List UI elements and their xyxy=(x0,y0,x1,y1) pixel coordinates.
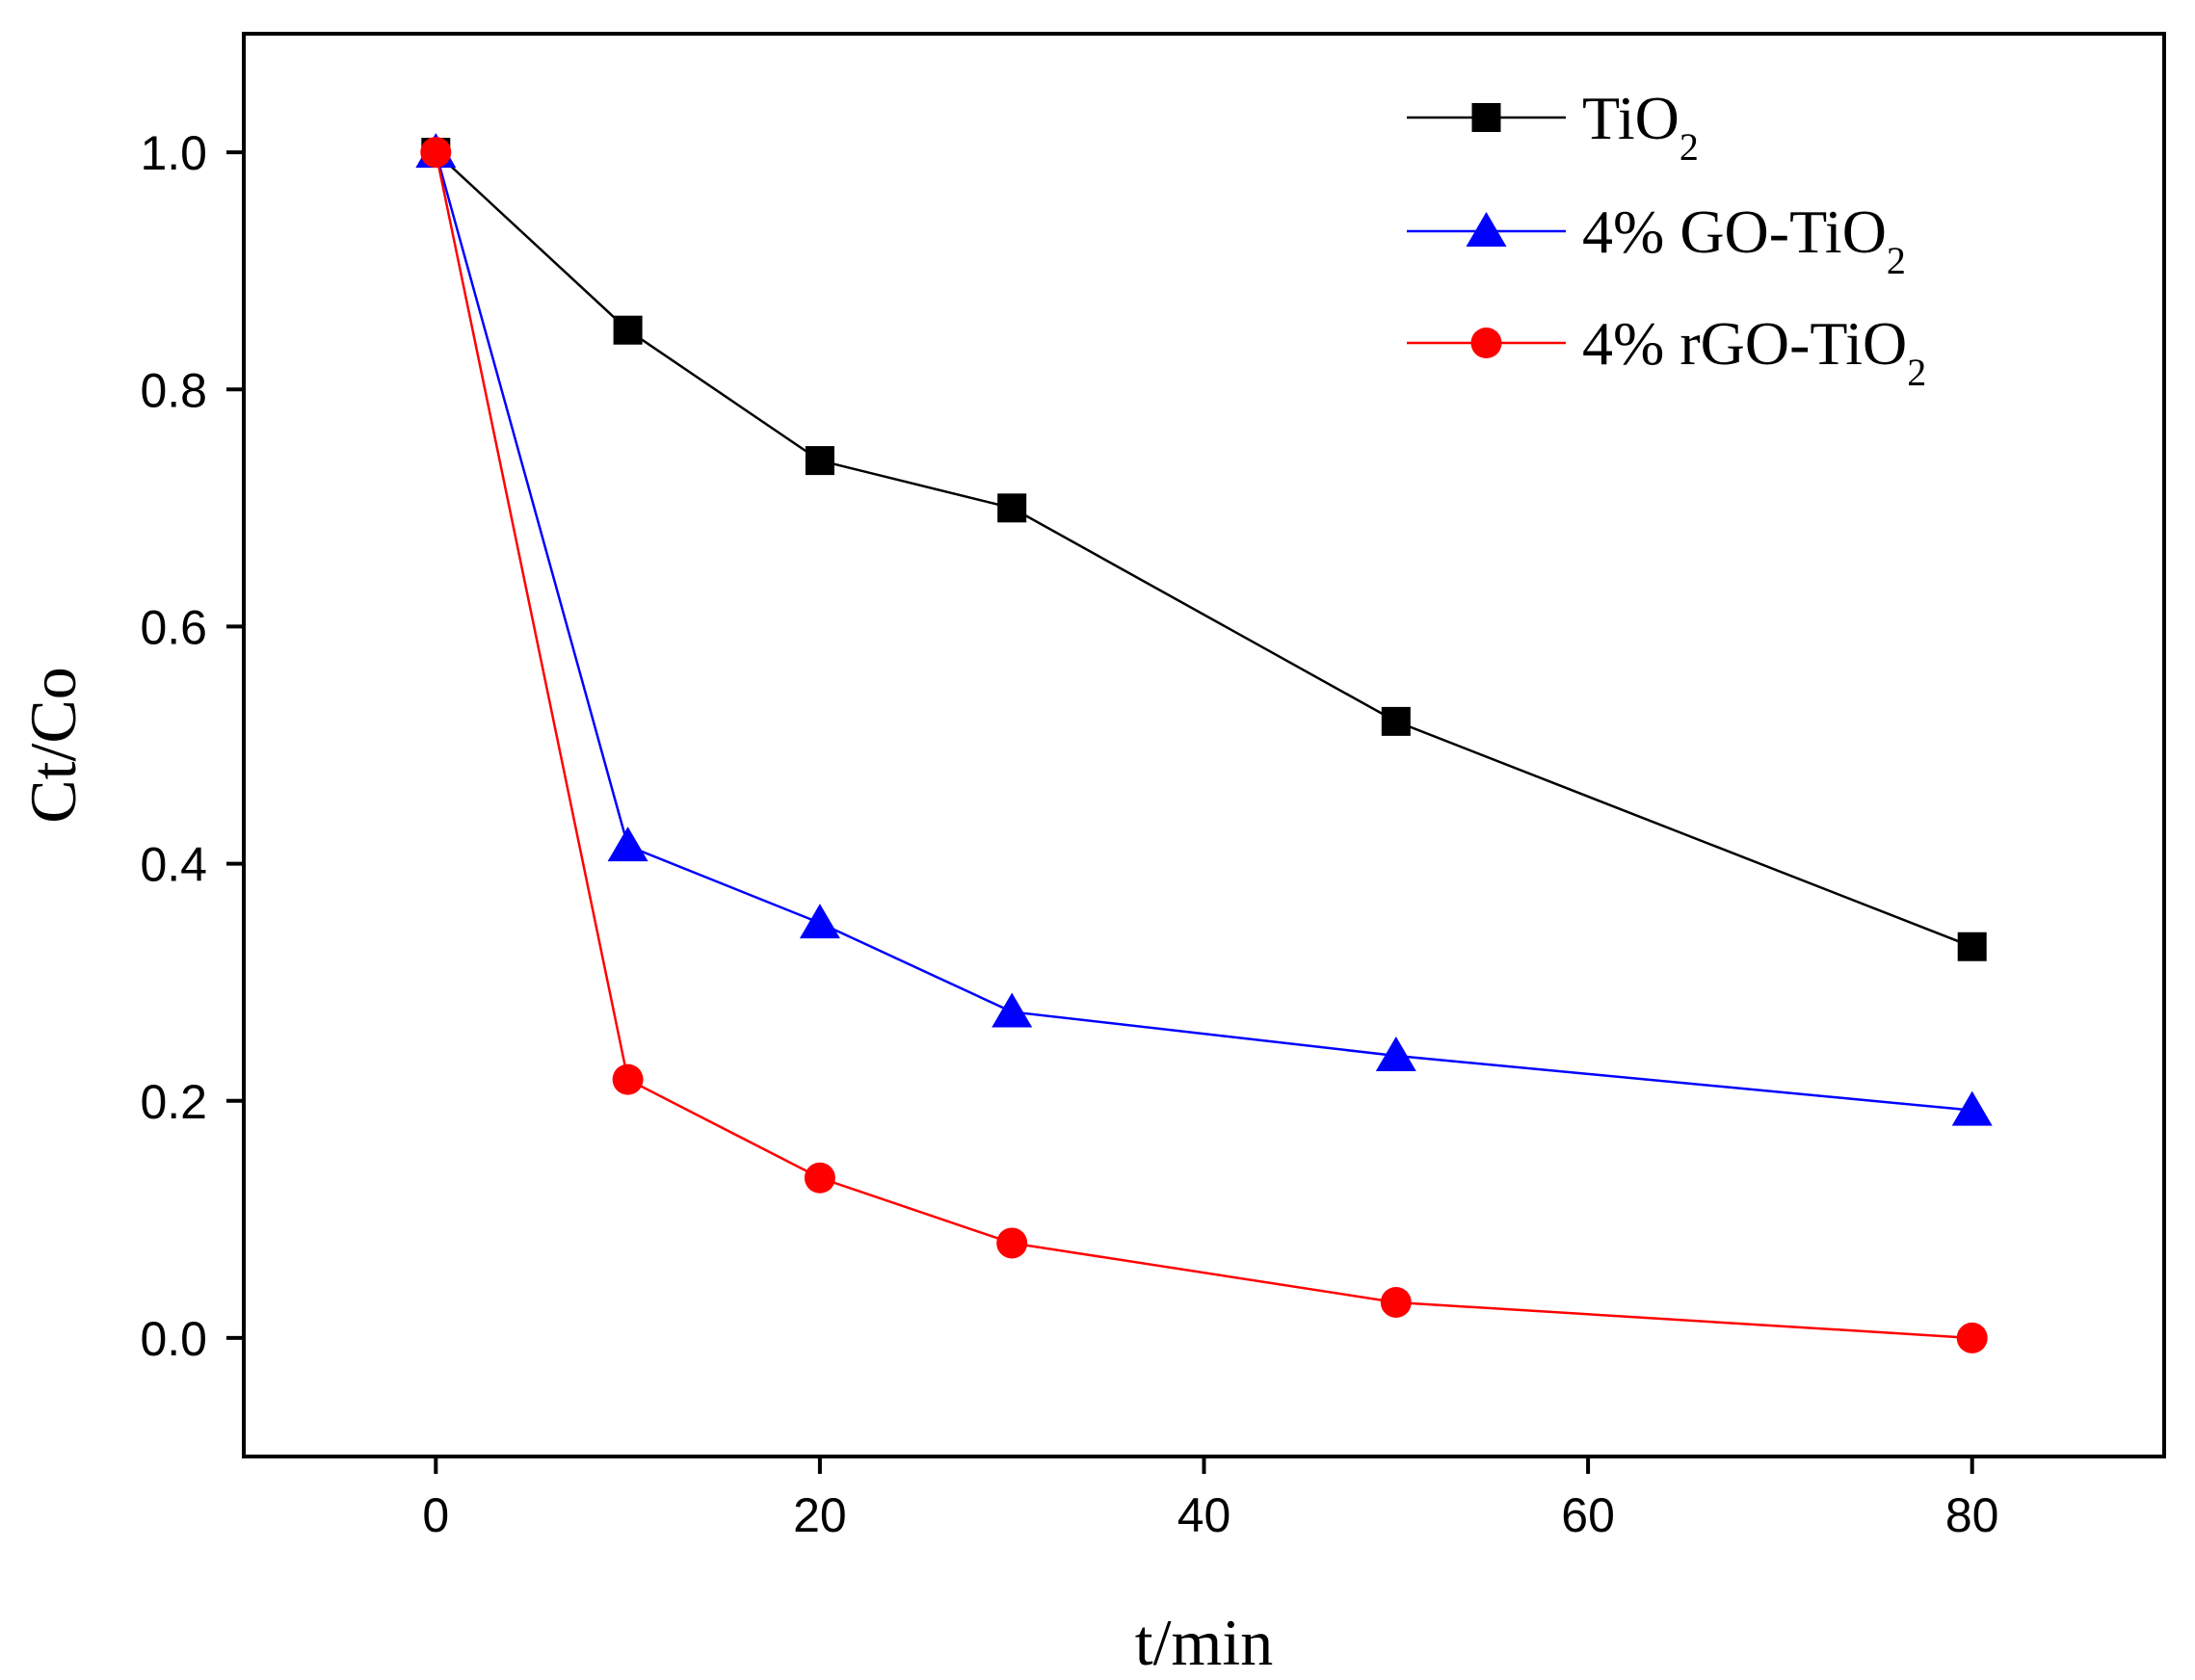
series-2 xyxy=(420,137,1988,1353)
data-point xyxy=(1381,706,1411,736)
data-point xyxy=(804,1162,835,1194)
y-tick-label: 0.2 xyxy=(140,1075,207,1129)
legend-item: TiO2 xyxy=(1407,84,1699,169)
legend: TiO2 4% GO-TiO2 4% rGO-TiO2 xyxy=(1407,84,1926,394)
data-point xyxy=(607,827,648,862)
plot-area xyxy=(415,133,1993,1353)
data-point xyxy=(992,992,1033,1028)
data-point xyxy=(1951,1090,1993,1126)
y-tick-label: 0.4 xyxy=(140,838,207,892)
data-point xyxy=(613,315,643,345)
x-axis-title: t/min xyxy=(1135,1606,1274,1679)
data-point xyxy=(996,1227,1028,1259)
legend-item: 4% GO-TiO2 xyxy=(1407,197,1906,282)
data-point xyxy=(1957,932,1987,961)
x-tick-label: 80 xyxy=(1945,1488,1999,1542)
legend-marker xyxy=(1470,328,1502,358)
y-tick-label: 0.8 xyxy=(140,363,207,417)
legend-label: TiO2 xyxy=(1582,84,1699,169)
data-point xyxy=(612,1063,644,1095)
legend-marker xyxy=(1466,212,1507,247)
x-tick-label: 0 xyxy=(422,1488,449,1542)
x-tick-label: 20 xyxy=(793,1488,847,1542)
series-0 xyxy=(421,138,1987,961)
x-axis: 0 20 40 60 80 xyxy=(422,1457,1999,1542)
series-1 xyxy=(415,133,1993,1126)
legend-label: 4% GO-TiO2 xyxy=(1582,197,1906,282)
series-line xyxy=(435,151,1972,1112)
x-tick-label: 40 xyxy=(1177,1488,1231,1542)
legend-label: 4% rGO-TiO2 xyxy=(1582,309,1926,394)
data-point xyxy=(420,137,452,169)
x-tick-label: 60 xyxy=(1561,1488,1615,1542)
data-point xyxy=(805,446,834,476)
data-point xyxy=(1375,1036,1416,1071)
data-point xyxy=(997,493,1027,523)
y-tick-label: 1.0 xyxy=(140,126,207,180)
y-axis: 0.0 0.2 0.4 0.6 0.8 1.0 xyxy=(140,126,244,1366)
y-tick-label: 0.0 xyxy=(140,1312,207,1366)
legend-marker xyxy=(1471,103,1501,132)
series-line xyxy=(435,151,1973,948)
series-line xyxy=(435,151,1972,1340)
legend-item: 4% rGO-TiO2 xyxy=(1407,309,1926,394)
data-point xyxy=(1380,1286,1412,1318)
data-point xyxy=(1956,1322,1988,1353)
data-point xyxy=(799,904,840,939)
y-tick-label: 0.6 xyxy=(140,600,207,654)
y-axis-title: Ct/Co xyxy=(16,667,90,824)
